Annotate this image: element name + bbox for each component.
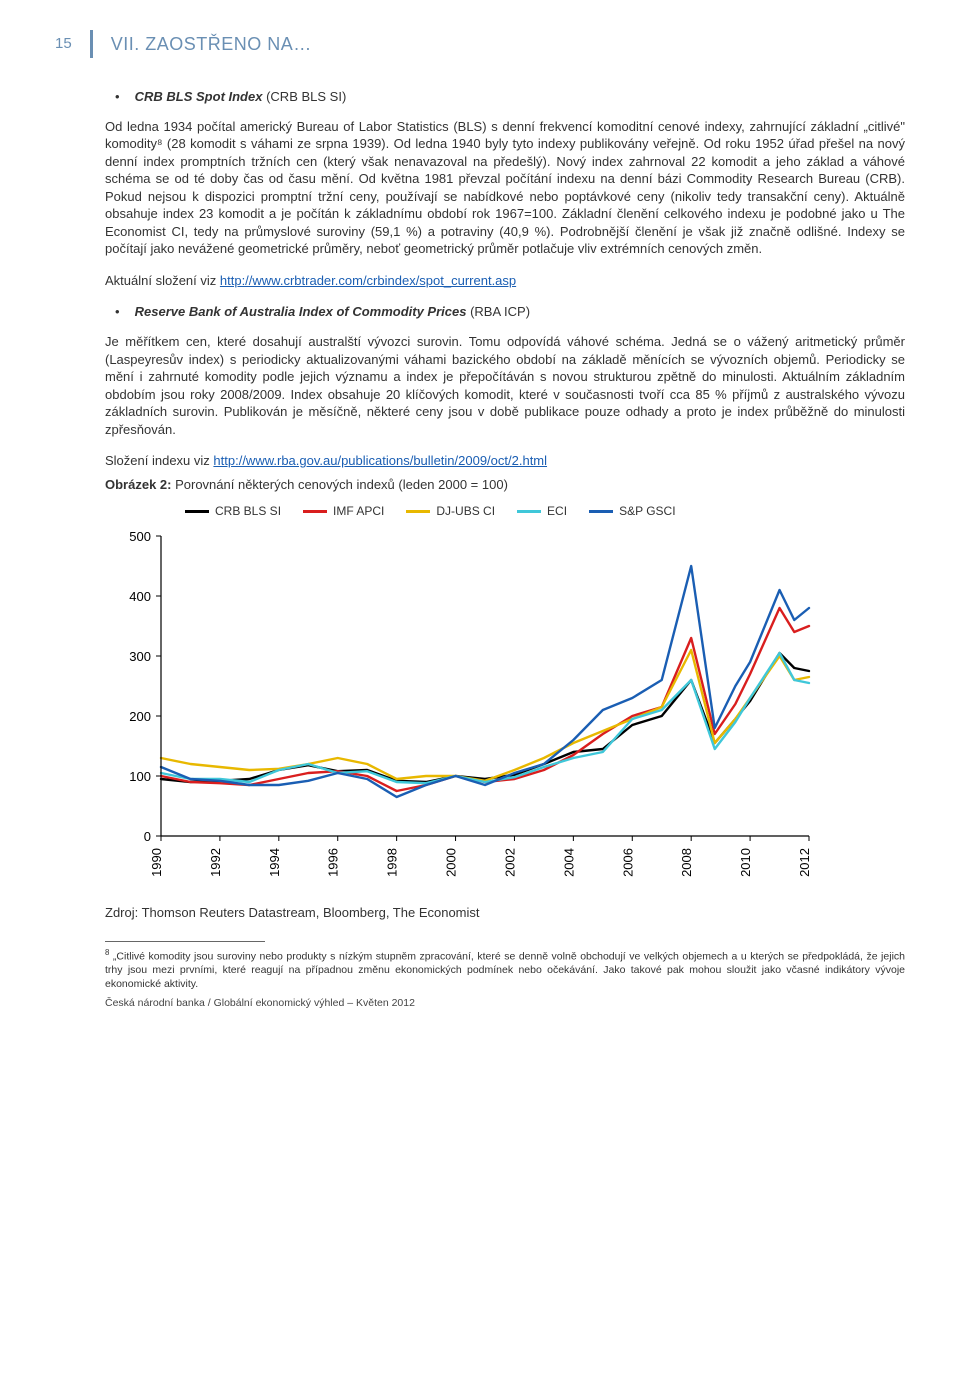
- link-rba[interactable]: http://www.rba.gov.au/publications/bulle…: [213, 453, 547, 468]
- legend-label: DJ-UBS CI: [436, 503, 495, 519]
- chart-container: CRB BLS SI IMF APCI DJ-UBS CI ECI S&P GSCI 0…: [105, 503, 905, 885]
- svg-text:2012: 2012: [797, 848, 812, 877]
- legend-label: CRB BLS SI: [215, 503, 281, 519]
- paragraph-2: Je měřítkem cen, které dosahují australš…: [105, 333, 905, 438]
- legend-item: ECI: [517, 503, 567, 519]
- figure-caption-bold: Obrázek 2:: [105, 477, 171, 492]
- chart-source: Zdroj: Thomson Reuters Datastream, Bloom…: [105, 904, 905, 922]
- bullet-list-2: Reserve Bank of Australia Index of Commo…: [105, 303, 905, 321]
- footnote-8: 8 „Citlivé komodity jsou suroviny nebo p…: [105, 948, 905, 991]
- svg-text:2006: 2006: [620, 848, 635, 877]
- bullet2-title: Reserve Bank of Australia Index of Commo…: [135, 304, 467, 319]
- legend-label: ECI: [547, 503, 567, 519]
- bullet-list-1: CRB BLS Spot Index (CRB BLS SI): [105, 88, 905, 106]
- svg-text:500: 500: [129, 529, 151, 544]
- bullet2: Reserve Bank of Australia Index of Commo…: [105, 303, 905, 321]
- svg-text:2002: 2002: [502, 848, 517, 877]
- legend-item: DJ-UBS CI: [406, 503, 495, 519]
- legend-swatch: [406, 510, 430, 513]
- svg-text:0: 0: [144, 829, 151, 844]
- svg-text:1990: 1990: [149, 848, 164, 877]
- svg-text:1998: 1998: [385, 848, 400, 877]
- publication-footer: Česká národní banka / Globální ekonomick…: [105, 996, 905, 1010]
- svg-text:1996: 1996: [326, 848, 341, 877]
- bullet1-title: CRB BLS Spot Index: [135, 89, 263, 104]
- legend-swatch: [185, 510, 209, 513]
- svg-text:2004: 2004: [561, 848, 576, 877]
- link1-prefix: Aktuální složení viz: [105, 273, 220, 288]
- link-crbtrader[interactable]: http://www.crbtrader.com/crbindex/spot_c…: [220, 273, 516, 288]
- bullet2-paren: (RBA ICP): [470, 304, 530, 319]
- figure-caption: Obrázek 2: Porovnání některých cenových …: [105, 476, 905, 494]
- svg-text:1992: 1992: [208, 848, 223, 877]
- bullet1: CRB BLS Spot Index (CRB BLS SI): [105, 88, 905, 106]
- svg-text:2010: 2010: [738, 848, 753, 877]
- svg-text:400: 400: [129, 589, 151, 604]
- footnote-text: „Citlivé komodity jsou suroviny nebo pro…: [105, 951, 905, 990]
- bullet1-paren: (CRB BLS SI): [266, 89, 346, 104]
- svg-text:300: 300: [129, 649, 151, 664]
- legend-item: S&P GSCI: [589, 503, 675, 519]
- link1-wrapper: Aktuální složení viz http://www.crbtrade…: [105, 272, 905, 290]
- svg-text:1994: 1994: [267, 848, 282, 877]
- paragraph-1: Od ledna 1934 počítal americký Bureau of…: [105, 118, 905, 258]
- header-divider: [90, 30, 93, 58]
- section-title: VII. ZAOSTŘENO NA…: [111, 32, 312, 56]
- footnote-rule: [105, 941, 265, 942]
- svg-text:2008: 2008: [679, 848, 694, 877]
- link2-wrapper: Složení indexu viz http://www.rba.gov.au…: [105, 452, 905, 470]
- chart-legend: CRB BLS SI IMF APCI DJ-UBS CI ECI S&P GSCI: [185, 503, 905, 519]
- legend-label: IMF APCI: [333, 503, 384, 519]
- commodity-index-chart: 0 100 200 300 400 500 1990 1992 1994 1996 1998 2000…: [105, 526, 825, 886]
- legend-item: CRB BLS SI: [185, 503, 281, 519]
- link2-prefix: Složení indexu viz: [105, 453, 213, 468]
- legend-swatch: [517, 510, 541, 513]
- svg-text:2000: 2000: [444, 848, 459, 877]
- legend-item: IMF APCI: [303, 503, 384, 519]
- legend-swatch: [303, 510, 327, 513]
- figure-caption-rest: Porovnání některých cenových indexů (led…: [171, 477, 507, 492]
- page-number: 15: [55, 34, 72, 54]
- page-header: 15 VII. ZAOSTŘENO NA…: [55, 30, 905, 58]
- legend-swatch: [589, 510, 613, 513]
- svg-text:200: 200: [129, 709, 151, 724]
- content-body: CRB BLS Spot Index (CRB BLS SI) Od ledna…: [55, 88, 905, 1010]
- svg-text:100: 100: [129, 769, 151, 784]
- legend-label: S&P GSCI: [619, 503, 675, 519]
